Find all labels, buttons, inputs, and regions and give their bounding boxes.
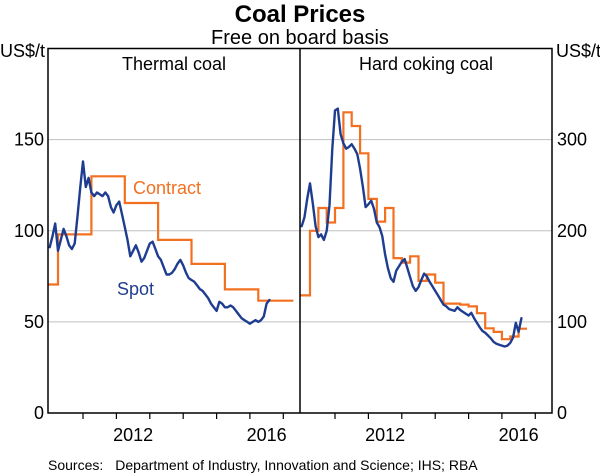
svg-text:2016: 2016 [247, 425, 287, 445]
contract-series-label: Contract [133, 178, 202, 198]
svg-text:200: 200 [557, 221, 587, 241]
panel-title-thermal-coal: Thermal coal [121, 54, 227, 74]
svg-text:100: 100 [14, 221, 44, 241]
chart-title: Coal Prices [234, 1, 366, 28]
svg-text:300: 300 [557, 130, 587, 150]
right-axis-unit-label: US$/t [556, 41, 600, 61]
svg-text:100: 100 [557, 312, 587, 332]
sources-text: Department of Industry, Innovation and S… [115, 457, 478, 473]
svg-text:150: 150 [14, 130, 44, 150]
svg-text:0: 0 [557, 403, 567, 423]
sources-note: Sources: Department of Industry, Innovati… [48, 457, 478, 473]
svg-text:0: 0 [34, 403, 44, 423]
spot-series-label: Spot [117, 279, 155, 299]
left-axis-unit-label: US$/t [0, 41, 46, 61]
panel-title-hard-coking-coal: Hard coking coal [358, 54, 494, 74]
svg-text:50: 50 [24, 312, 44, 332]
svg-text:2016: 2016 [499, 425, 539, 445]
sources-label: Sources: [48, 457, 104, 473]
chart-subtitle: Free on board basis [211, 27, 389, 49]
svg-text:2012: 2012 [113, 425, 153, 445]
svg-text:2012: 2012 [365, 425, 405, 445]
